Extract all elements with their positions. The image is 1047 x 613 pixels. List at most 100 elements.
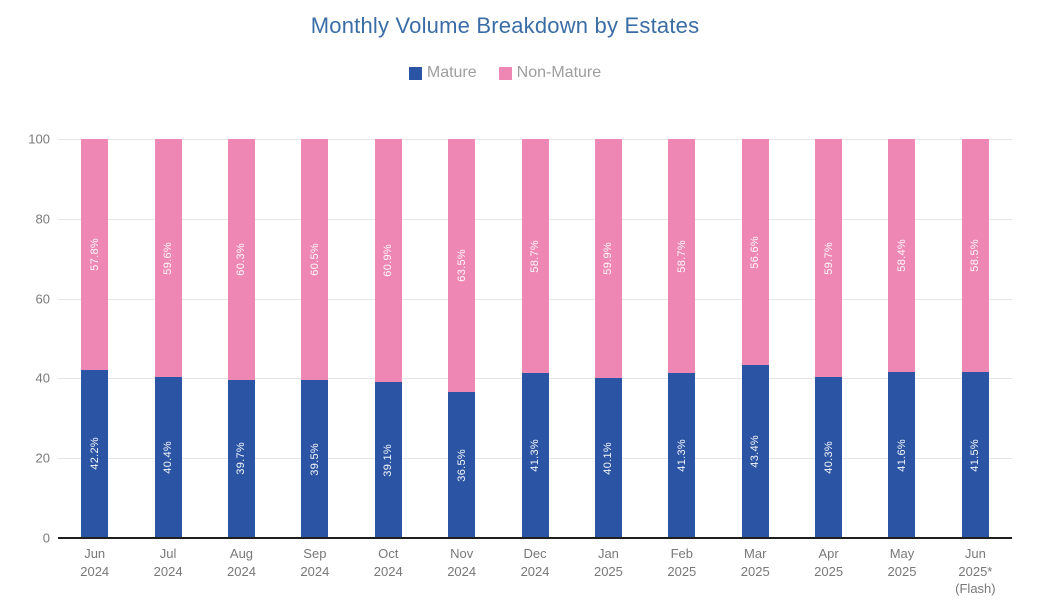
bar-slot: 57.8% 42.2% <box>58 139 131 538</box>
y-tick-label: 100 <box>28 131 50 147</box>
x-tick-label: Feb 2025 <box>667 546 697 579</box>
bar-value-label: 58.5% <box>969 239 982 273</box>
stacked-bar: 58.4% 41.6% <box>888 139 916 538</box>
bar-value-label: 40.4% <box>162 441 175 474</box>
bar-slot: 59.9% 40.1% <box>572 139 645 538</box>
bar-value-label: 41.5% <box>969 438 982 472</box>
bar-value-label: 63.5% <box>455 249 468 283</box>
y-tick-label: 40 <box>35 370 50 386</box>
stacked-bar: 60.5% 39.5% <box>301 139 329 538</box>
x-tick-label: Jun 2025* (Flash) <box>955 546 996 597</box>
bar-slot: 59.7% 40.3% <box>792 139 865 538</box>
x-tick-label: Oct 2024 <box>373 546 403 579</box>
stacked-bar: 58.7% 41.3% <box>668 139 696 538</box>
x-tick-label: Mar 2025 <box>740 546 770 579</box>
stacked-bar: 58.7% 41.3% <box>521 139 549 538</box>
bar-segment-mature: 41.3% <box>521 373 549 538</box>
bar-value-label: 39.1% <box>382 443 395 477</box>
stacked-bar: 63.5% 36.5% <box>448 139 476 538</box>
bar-value-label: 58.7% <box>675 239 688 273</box>
bar-segment-mature: 39.7% <box>227 379 255 538</box>
stacked-bar: 59.7% 40.3% <box>815 139 843 538</box>
bar-value-label: 43.4% <box>749 435 762 468</box>
y-tick-label: 20 <box>35 450 50 466</box>
stacked-bar: 60.3% 39.7% <box>227 139 255 538</box>
x-axis-baseline <box>58 537 1012 539</box>
x-tick-label: Apr 2025 <box>814 546 844 579</box>
bar-value-label: 40.1% <box>602 441 615 475</box>
bar-segment-mature: 40.4% <box>154 376 182 538</box>
legend-swatch-icon <box>408 66 422 80</box>
bar-slot: 59.6% 40.4% <box>131 139 204 538</box>
bar-value-label: 39.5% <box>308 442 321 476</box>
bar-segment-non-mature: 58.7% <box>521 139 549 374</box>
bar-value-label: 59.9% <box>602 242 615 275</box>
legend-item-mature: Mature <box>408 64 477 82</box>
bar-segment-mature: 41.5% <box>961 372 989 538</box>
bar-value-label: 59.7% <box>822 241 835 275</box>
bar-segment-non-mature: 60.5% <box>301 139 329 381</box>
legend-label: Mature <box>426 64 477 81</box>
bar-segment-non-mature: 60.3% <box>227 139 255 380</box>
bar-value-label: 60.5% <box>308 243 321 277</box>
bar-segment-mature: 40.1% <box>594 378 622 538</box>
bar-value-label: 39.7% <box>235 442 248 476</box>
stacked-bar: 59.6% 40.4% <box>154 139 182 538</box>
stacked-bar: 57.8% 42.2% <box>81 139 109 538</box>
stacked-bar: 56.6% 43.4% <box>741 139 769 538</box>
bar-segment-non-mature: 58.5% <box>961 139 989 373</box>
bar-segment-mature: 42.2% <box>81 369 109 538</box>
bar-segment-mature: 39.1% <box>374 381 402 538</box>
bar-slot: 58.7% 41.3% <box>645 139 718 538</box>
y-tick-label: 60 <box>35 291 50 307</box>
bar-segment-mature: 41.3% <box>668 373 696 538</box>
stacked-bar: 58.5% 41.5% <box>961 139 989 538</box>
y-tick-label: 0 <box>42 530 50 546</box>
x-tick-label: Nov 2024 <box>447 546 477 579</box>
bar-slot: 58.4% 41.6% <box>865 139 938 538</box>
x-tick-label: May 2025 <box>887 546 917 579</box>
y-axis: 0 20 40 60 80 100 <box>0 132 50 546</box>
bar-slot: 58.7% 41.3% <box>498 139 571 538</box>
bar-value-label: 41.6% <box>895 438 908 472</box>
bar-value-label: 60.9% <box>382 244 395 277</box>
stacked-bar: 60.9% 39.1% <box>374 139 402 538</box>
bar-value-label: 41.3% <box>529 439 542 472</box>
x-tick-label: Jun 2024 <box>80 546 110 579</box>
bar-slot: 58.5% 41.5% <box>939 139 1012 538</box>
bar-value-label: 59.6% <box>162 241 175 275</box>
x-tick-label: Jul 2024 <box>153 546 183 579</box>
bar-value-label: 56.6% <box>749 235 762 269</box>
bar-segment-non-mature: 56.6% <box>741 139 769 365</box>
bar-segment-non-mature: 63.5% <box>448 139 476 393</box>
stacked-bar: 59.9% 40.1% <box>594 139 622 538</box>
bar-segment-mature: 39.5% <box>301 380 329 538</box>
bar-segment-non-mature: 57.8% <box>81 139 109 370</box>
bar-value-label: 58.7% <box>529 239 542 273</box>
chart-title: Monthly Volume Breakdown by Estates <box>310 13 700 38</box>
x-axis: Jun 2024 Jul 2024 Aug 2024 Sep 2024 Oct 2024… <box>58 545 1012 598</box>
bar-segment-mature: 36.5% <box>448 392 476 538</box>
bar-value-label: 60.3% <box>235 242 248 276</box>
bar-segment-mature: 43.4% <box>741 364 769 538</box>
bar-value-label: 57.8% <box>88 237 101 271</box>
bar-segment-non-mature: 58.7% <box>668 139 696 374</box>
y-tick-label: 80 <box>35 211 50 227</box>
legend: Mature Non-Mature <box>0 64 1010 82</box>
bar-value-label: 40.3% <box>822 441 835 474</box>
bar-slot: 60.3% 39.7% <box>205 139 278 538</box>
bar-value-label: 36.5% <box>455 448 468 482</box>
bar-segment-mature: 41.6% <box>888 372 916 538</box>
bar-segment-non-mature: 59.6% <box>154 139 182 377</box>
bar-value-label: 41.3% <box>675 439 688 472</box>
bar-segment-non-mature: 59.9% <box>594 139 622 378</box>
x-tick-label: Sep 2024 <box>300 546 330 579</box>
bar-value-label: 42.2% <box>88 437 101 471</box>
bar-slot: 63.5% 36.5% <box>425 139 498 538</box>
x-tick-label: Dec 2024 <box>520 546 550 579</box>
plot-area: 57.8% 42.2% 59.6% 40.4% 60.3% 39.7% 60.5% 39.5%… <box>58 139 1012 539</box>
x-tick-label: Jan 2025 <box>593 546 623 579</box>
bars: 57.8% 42.2% 59.6% 40.4% 60.3% 39.7% 60.5% 39.5%… <box>58 139 1012 538</box>
legend-label: Non-Mature <box>516 64 602 81</box>
